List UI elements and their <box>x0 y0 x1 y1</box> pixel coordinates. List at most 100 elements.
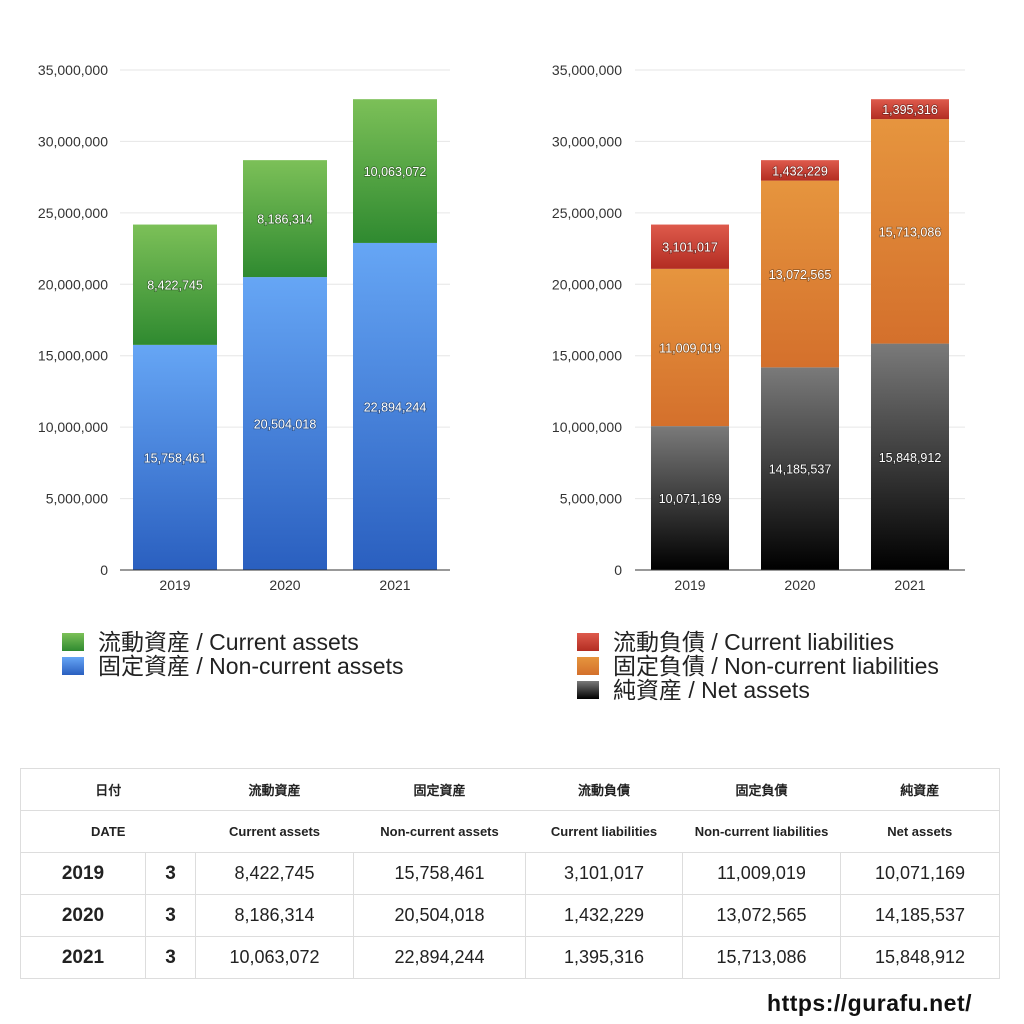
legend-liabilities: 流動負債 / Current liabilities 固定負債 / Non-cu… <box>577 630 939 702</box>
data-label: 15,713,086 <box>879 225 942 239</box>
header-cell: Net assets <box>840 810 1001 853</box>
bar-segment <box>761 180 839 368</box>
legend-label: 固定負債 / Non-current liabilities <box>613 653 939 679</box>
value-cell: 11,009,019 <box>682 852 842 895</box>
data-table: 日付 流動資産 固定資産 流動負債 固定負債 純資産 DATE Current … <box>19 768 1001 979</box>
legend-label: 流動資産 / Current assets <box>98 629 359 655</box>
data-label: 3,101,017 <box>662 241 718 255</box>
header-cell: DATE <box>19 810 196 853</box>
bar-segment <box>133 344 217 570</box>
data-label: 14,185,537 <box>769 463 832 477</box>
x-tick-label: 2021 <box>379 577 410 593</box>
bar-segment <box>353 99 437 243</box>
value-cell: 13,072,565 <box>682 894 842 937</box>
legend-item: 純資産 / Net assets <box>577 678 939 702</box>
header-cell: 純資産 <box>840 768 1001 811</box>
bar-segment <box>871 99 949 120</box>
month-cell: 3 <box>144 936 197 979</box>
bar-segment <box>243 160 327 278</box>
legend-item: 流動負債 / Current liabilities <box>577 630 939 654</box>
y-tick-label: 25,000,000 <box>38 205 108 221</box>
y-tick-label: 15,000,000 <box>38 348 108 364</box>
value-cell: 15,758,461 <box>353 852 527 895</box>
header-row-jp: 日付 流動資産 固定資産 流動負債 固定負債 純資産 <box>19 768 1001 811</box>
bar-segment <box>761 367 839 570</box>
table-row: 2021 3 10,063,072 22,894,244 1,395,316 15,713… <box>20 936 1001 979</box>
year-cell: 2019 <box>20 852 146 895</box>
data-label: 8,422,745 <box>147 279 203 293</box>
y-tick-label: 20,000,000 <box>552 276 622 292</box>
data-label: 10,063,072 <box>364 165 427 179</box>
y-tick-label: 20,000,000 <box>38 276 108 292</box>
bar-segment <box>871 343 949 570</box>
y-tick-label: 5,000,000 <box>560 491 622 507</box>
value-cell: 15,848,912 <box>840 936 1001 979</box>
data-label: 15,848,912 <box>879 451 942 465</box>
legend-swatch-red <box>577 633 599 651</box>
legend-item: 流動資産 / Current assets <box>62 630 403 654</box>
x-tick-label: 2019 <box>159 577 190 593</box>
table-row: 2020 3 8,186,314 20,504,018 1,432,229 13,072,… <box>20 894 1001 937</box>
legend-item: 固定負債 / Non-current liabilities <box>577 654 939 678</box>
value-cell: 14,185,537 <box>840 894 1001 937</box>
x-tick-label: 2019 <box>674 577 705 593</box>
value-cell: 15,713,086 <box>682 936 842 979</box>
data-label: 11,009,019 <box>659 341 721 355</box>
bar-segment <box>133 224 217 345</box>
header-cell: 固定資産 <box>353 768 526 811</box>
data-label: 8,186,314 <box>257 213 313 227</box>
bar-segment <box>243 277 327 570</box>
table-row: 2019 3 8,422,745 15,758,461 3,101,017 11,009,… <box>20 852 1001 895</box>
value-cell: 20,504,018 <box>353 894 527 937</box>
header-cell: Current liabilities <box>525 810 683 853</box>
data-label: 10,071,169 <box>659 492 722 506</box>
month-cell: 3 <box>144 852 197 895</box>
value-cell: 1,432,229 <box>525 894 684 937</box>
year-cell: 2020 <box>20 894 146 937</box>
header-row-en: DATE Current assets Non-current assets C… <box>19 810 1001 853</box>
bar-segment <box>761 160 839 181</box>
legend-label: 固定資産 / Non-current assets <box>98 653 404 679</box>
y-tick-label: 25,000,000 <box>552 205 622 221</box>
header-cell: Current assets <box>195 810 354 853</box>
y-tick-label: 0 <box>614 562 622 578</box>
data-label: 13,072,565 <box>769 268 832 282</box>
legend-label: 純資産 / Net assets <box>613 677 810 703</box>
y-tick-label: 15,000,000 <box>552 348 622 364</box>
charts: 0 5,000,000 10,000,000 15,000,000 20,000,000… <box>38 62 965 593</box>
data-label: 1,395,316 <box>882 103 938 117</box>
y-tick-label: 0 <box>100 562 108 578</box>
x-tick-label: 2021 <box>894 577 925 593</box>
legend-swatch-blue <box>62 657 84 675</box>
chart-liabilities: 0 5,000,000 10,000,000 15,000,000 20,000,000… <box>552 62 965 593</box>
legend-swatch-green <box>62 633 84 651</box>
header-cell: 固定負債 <box>682 768 841 811</box>
header-cell: 流動負債 <box>525 768 683 811</box>
data-label: 1,432,229 <box>772 164 828 178</box>
y-tick-label: 35,000,000 <box>552 62 622 78</box>
month-cell: 3 <box>144 894 197 937</box>
bar-segment <box>651 224 729 269</box>
year-cell: 2021 <box>20 936 146 979</box>
y-tick-label: 35,000,000 <box>38 62 108 78</box>
x-tick-label: 2020 <box>269 577 300 593</box>
value-cell: 1,395,316 <box>525 936 684 979</box>
y-tick-label: 30,000,000 <box>38 133 108 149</box>
legend-swatch-orange <box>577 657 599 675</box>
header-cell: 日付 <box>19 768 196 811</box>
legend-swatch-black <box>577 681 599 699</box>
data-label: 15,758,461 <box>144 451 207 465</box>
legend-assets: 流動資産 / Current assets 固定資産 / Non-current… <box>62 630 403 678</box>
data-label: 20,504,018 <box>254 418 317 432</box>
site-url: https://gurafu.net/ <box>767 990 972 1016</box>
y-tick-label: 10,000,000 <box>38 419 108 435</box>
chart-assets: 0 5,000,000 10,000,000 15,000,000 20,000,000… <box>38 62 450 593</box>
value-cell: 10,063,072 <box>195 936 355 979</box>
value-cell: 8,422,745 <box>195 852 355 895</box>
value-cell: 8,186,314 <box>195 894 355 937</box>
value-cell: 22,894,244 <box>353 936 527 979</box>
header-cell: 流動資産 <box>195 768 354 811</box>
y-tick-label: 10,000,000 <box>552 419 622 435</box>
legend-item: 固定資産 / Non-current assets <box>62 654 403 678</box>
header-cell: Non-current liabilities <box>682 810 841 853</box>
